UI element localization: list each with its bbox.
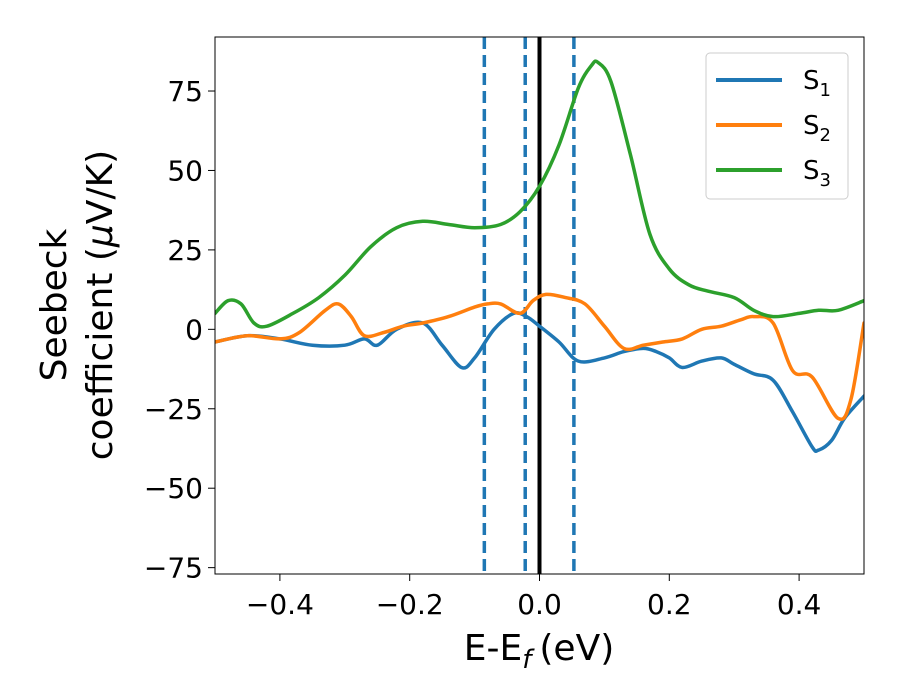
legend-label-name: S [803, 66, 820, 96]
y-tick-label: 50 [167, 154, 203, 187]
y-axis-title-unit: V/K) [80, 150, 121, 224]
legend-label-sub: 2 [820, 125, 831, 146]
series-lines [215, 59, 864, 454]
legend-label: S1 [803, 66, 831, 101]
y-tick-label: 0 [185, 313, 203, 346]
y-axis-title-line2: coefficient (μV/K) [80, 150, 121, 460]
series-line-s1 [215, 310, 864, 454]
y-axis-title-mu: μ [80, 224, 121, 248]
legend-label-name: S [803, 156, 820, 186]
y-tick-label: −50 [144, 472, 203, 505]
y-tick-label: 25 [167, 234, 203, 267]
x-tick-label: 0.0 [517, 588, 562, 621]
legend-label: S2 [803, 111, 831, 146]
x-tick-label: 0.4 [777, 588, 822, 621]
x-axis-title: E-Ef (eV) [464, 628, 615, 675]
x-tick-label: −0.4 [246, 588, 314, 621]
x-axis-title-unit: (eV) [539, 628, 614, 669]
y-tick-label: 75 [167, 75, 203, 108]
x-tick-label: 0.2 [647, 588, 692, 621]
axis-ticks: −0.4 −0.2 0.0 0.2 0.4 −75 −50 −25 0 25 50 75 [144, 75, 821, 621]
vertical-lines [482, 37, 576, 574]
legend-item-s3: S3 [716, 156, 831, 191]
y-axis-title-line1: Seebeck [34, 228, 75, 381]
legend-label-sub: 3 [820, 170, 831, 191]
series-line-s3 [215, 59, 864, 329]
y-tick-label: −75 [144, 552, 203, 585]
legend-label-sub: 1 [820, 80, 831, 101]
y-axis-title: Seebeck coefficient (μV/K) [34, 150, 121, 460]
legend-label: S3 [803, 156, 831, 191]
x-tick-label: −0.2 [376, 588, 444, 621]
x-axis-title-main: E-E [464, 628, 522, 669]
y-axis-title-coef: coefficient ( [80, 247, 121, 460]
x-axis-title-sub: f [522, 645, 535, 675]
legend-item-s1: S1 [716, 66, 831, 101]
series-line-s2 [215, 292, 864, 421]
legend-item-s2: S2 [716, 111, 831, 146]
legend-label-name: S [803, 111, 820, 141]
y-tick-label: −25 [144, 393, 203, 426]
